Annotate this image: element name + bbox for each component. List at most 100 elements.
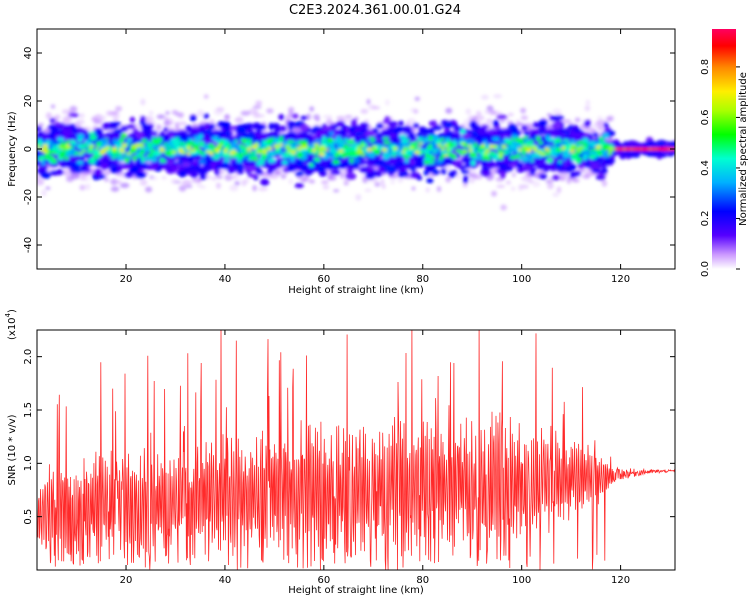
spectrogram-cell bbox=[178, 185, 187, 192]
spectrogram-cell bbox=[518, 184, 523, 192]
spectrogram-cell bbox=[288, 178, 294, 185]
spectrogram-cell bbox=[315, 118, 321, 122]
spectrogram-cell bbox=[148, 110, 154, 116]
chart-title: C2E3.2024.361.00.01.G24 bbox=[289, 3, 461, 18]
spectrogram-cell bbox=[481, 166, 490, 172]
spectrogram-cell bbox=[104, 177, 110, 182]
spectrogram-cell bbox=[141, 139, 148, 143]
spectrogram-cell bbox=[588, 154, 597, 160]
spectrogram-cell bbox=[601, 166, 608, 175]
spectrogram-cell bbox=[159, 157, 165, 163]
spectrogram-cell bbox=[499, 171, 506, 179]
spectrogram-cell bbox=[374, 149, 381, 155]
spectrogram-cell bbox=[476, 110, 482, 117]
spectrogram-cell bbox=[294, 183, 304, 189]
spectrogram-cell bbox=[526, 152, 532, 156]
spectrogram-cell bbox=[246, 165, 257, 172]
spectrogram-cell bbox=[153, 150, 161, 156]
spectrogram-cell bbox=[40, 172, 51, 179]
spectrogram-cell bbox=[132, 155, 137, 161]
spectrogram-cell bbox=[584, 105, 591, 112]
spectrogram-cell bbox=[216, 130, 227, 137]
spectrogram-cell bbox=[199, 185, 206, 189]
spectrogram-cell bbox=[163, 119, 170, 127]
spectrogram-cell bbox=[186, 141, 195, 145]
spectrogram-cell bbox=[547, 138, 556, 142]
spectrogram-cell bbox=[181, 162, 191, 167]
spectrogram-cell bbox=[503, 138, 511, 143]
spectrogram-cell bbox=[425, 187, 431, 193]
spectrogram-cell bbox=[212, 176, 216, 181]
spectrogram-cell bbox=[41, 189, 47, 197]
spectrogram-cell bbox=[126, 137, 132, 143]
spectrogram-cell bbox=[156, 124, 163, 130]
spectrogram-cell bbox=[237, 116, 243, 121]
spectrogram-cell bbox=[518, 156, 525, 161]
spectrogram-cell bbox=[89, 157, 94, 163]
spectrogram-cell bbox=[236, 159, 243, 163]
spectrogram-cell bbox=[359, 122, 369, 129]
spectrogram-cell bbox=[381, 184, 386, 189]
spectrogram-cell bbox=[521, 150, 526, 156]
spectrogram-cell bbox=[583, 146, 588, 150]
spectrogram-cell bbox=[440, 137, 445, 141]
spectrogram-cell bbox=[584, 119, 591, 128]
spectrogram-cell bbox=[496, 163, 508, 168]
spectrogram-cell bbox=[116, 180, 122, 185]
spectrogram-cell bbox=[267, 131, 279, 140]
spectrogram-cell bbox=[412, 146, 418, 150]
spectrogram-cell bbox=[607, 115, 614, 122]
spectrogram-cell bbox=[208, 143, 214, 148]
spectrogram-cell bbox=[149, 157, 158, 162]
spectrogram-cell bbox=[236, 177, 242, 181]
spectrogram-cell bbox=[198, 141, 205, 147]
spectrogram-cell bbox=[241, 179, 247, 187]
spectrogram-cell bbox=[602, 132, 609, 139]
spectrogram-cell bbox=[45, 186, 51, 190]
spectrogram-cell bbox=[491, 190, 497, 197]
spectrogram-cell bbox=[203, 113, 210, 119]
spectrogram-cell bbox=[220, 121, 231, 128]
spectrogram-cell bbox=[414, 96, 420, 102]
spectrogram-cell bbox=[336, 120, 346, 127]
spectrogram-cell bbox=[37, 138, 42, 144]
spectrogram-cell bbox=[602, 144, 610, 151]
spectrogram-cell bbox=[574, 134, 585, 142]
spectrogram-cell bbox=[445, 176, 452, 183]
spectrogram-cell bbox=[221, 161, 230, 170]
spectrogram-cell bbox=[273, 170, 280, 175]
spectrogram-cell bbox=[253, 156, 259, 161]
spectrogram-cell bbox=[301, 155, 308, 160]
spectrogram-cell bbox=[255, 100, 263, 106]
spectrogram-cell bbox=[165, 111, 170, 115]
spectrogram-cell bbox=[84, 183, 91, 190]
spectrogram-cell bbox=[427, 160, 435, 165]
spectrogram-cell bbox=[59, 160, 68, 168]
spectrogram-cell bbox=[209, 123, 216, 130]
spectrogram-cell bbox=[235, 126, 247, 135]
spectrogram-cell bbox=[354, 161, 360, 170]
spectrogram-cell bbox=[354, 131, 364, 136]
spectrogram-cell bbox=[522, 136, 529, 140]
spectrogram-cell bbox=[89, 134, 97, 141]
spectrogram-cell bbox=[99, 115, 106, 121]
spectrogram-cell bbox=[215, 175, 223, 179]
spectrogram-cell bbox=[426, 145, 433, 151]
spectrogram-cell bbox=[332, 159, 340, 165]
spectrogram-cell bbox=[314, 139, 322, 143]
spectrogram-cell bbox=[480, 162, 488, 167]
spectrogram-cell bbox=[589, 172, 595, 176]
spectrogram-cell bbox=[513, 127, 519, 134]
spectrogram-cell bbox=[339, 172, 345, 179]
spectrogram-cell bbox=[118, 157, 126, 162]
spectrogram-cell bbox=[436, 186, 442, 192]
spectrogram-cell bbox=[329, 131, 334, 137]
spectrogram-cell bbox=[140, 98, 146, 106]
spectrogram-cell bbox=[397, 166, 406, 173]
spectrogram-cell bbox=[202, 144, 209, 150]
spectrogram-cell bbox=[163, 127, 169, 132]
spectrogram-cell bbox=[522, 176, 531, 183]
spectrogram-cell bbox=[366, 167, 375, 173]
spectrogram-cell bbox=[561, 158, 567, 162]
spectrogram-cell bbox=[431, 120, 437, 128]
